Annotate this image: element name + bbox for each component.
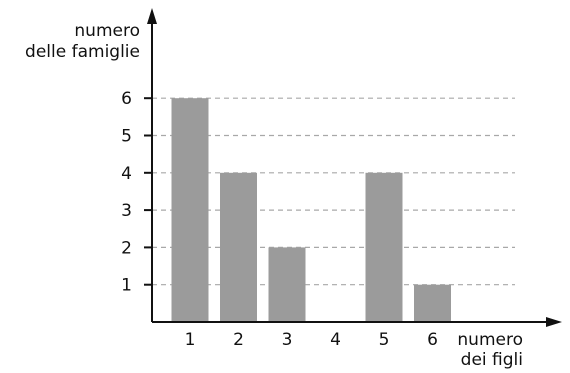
y-tick-labels: 1 2 3 4 5 6 xyxy=(121,89,152,296)
bar-1 xyxy=(172,98,209,322)
x-axis-arrow xyxy=(546,317,562,327)
y-tick-label-3: 3 xyxy=(121,201,132,221)
x-tick-label-4: 4 xyxy=(330,330,341,350)
x-tick-label-6: 6 xyxy=(427,330,438,350)
y-tick-label-1: 1 xyxy=(121,276,132,296)
bars xyxy=(172,98,452,322)
bar-6 xyxy=(414,285,451,322)
y-tick-label-5: 5 xyxy=(121,127,132,147)
y-tick-label-2: 2 xyxy=(121,238,132,258)
bar-5 xyxy=(366,173,403,322)
axes xyxy=(147,8,562,327)
x-axis-title-line1: numero xyxy=(457,330,523,350)
y-tick-label-4: 4 xyxy=(121,164,132,184)
x-tick-label-2: 2 xyxy=(233,330,244,350)
y-axis-arrow xyxy=(147,8,157,24)
x-tick-labels: 1 2 3 4 5 6 xyxy=(185,330,438,350)
x-tick-label-5: 5 xyxy=(379,330,390,350)
x-tick-label-3: 3 xyxy=(282,330,293,350)
bar-3 xyxy=(269,247,306,322)
bar-2 xyxy=(220,173,257,322)
y-axis-title-line2: delle famiglie xyxy=(25,42,140,62)
x-axis-title-line2: dei figli xyxy=(461,350,523,370)
y-axis-title-line1: numero xyxy=(74,21,140,41)
y-tick-label-6: 6 xyxy=(121,89,132,109)
x-tick-label-1: 1 xyxy=(185,330,196,350)
